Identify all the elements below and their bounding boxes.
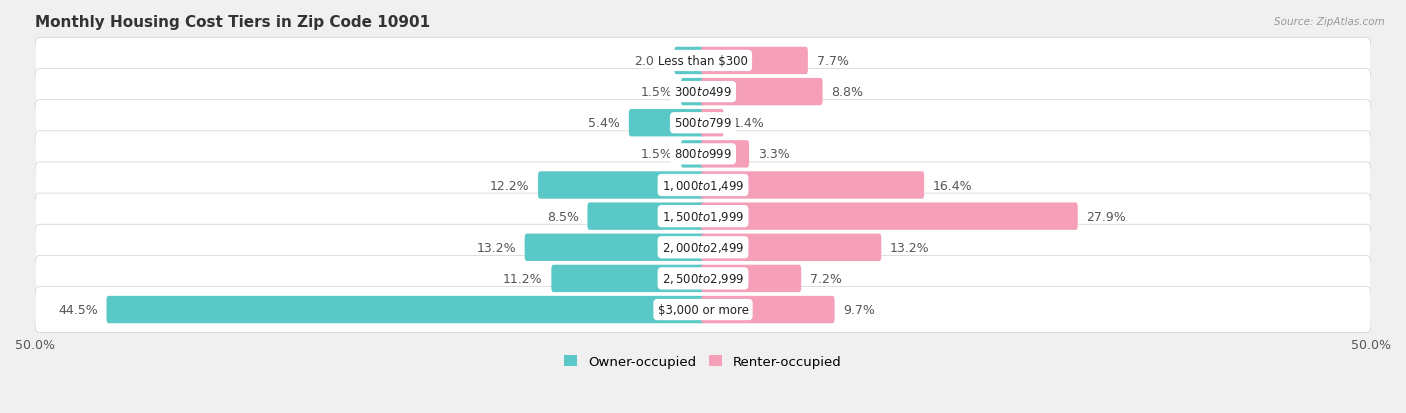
Text: 12.2%: 12.2% xyxy=(489,179,529,192)
Text: 9.7%: 9.7% xyxy=(844,303,875,316)
Text: 7.7%: 7.7% xyxy=(817,55,849,68)
Text: 11.2%: 11.2% xyxy=(503,272,543,285)
Text: 1.5%: 1.5% xyxy=(640,148,672,161)
Text: 1.4%: 1.4% xyxy=(733,117,763,130)
FancyBboxPatch shape xyxy=(35,131,1371,178)
Text: 8.5%: 8.5% xyxy=(547,210,579,223)
Text: 13.2%: 13.2% xyxy=(477,241,516,254)
FancyBboxPatch shape xyxy=(628,110,704,137)
FancyBboxPatch shape xyxy=(35,225,1371,271)
Text: $1,500 to $1,999: $1,500 to $1,999 xyxy=(662,210,744,223)
FancyBboxPatch shape xyxy=(35,256,1371,302)
FancyBboxPatch shape xyxy=(35,100,1371,147)
FancyBboxPatch shape xyxy=(538,172,704,199)
Text: 7.2%: 7.2% xyxy=(810,272,842,285)
Text: Less than $300: Less than $300 xyxy=(658,55,748,68)
FancyBboxPatch shape xyxy=(702,234,882,261)
FancyBboxPatch shape xyxy=(702,47,808,75)
FancyBboxPatch shape xyxy=(35,69,1371,115)
Text: $3,000 or more: $3,000 or more xyxy=(658,303,748,316)
Text: 5.4%: 5.4% xyxy=(588,117,620,130)
Legend: Owner-occupied, Renter-occupied: Owner-occupied, Renter-occupied xyxy=(560,350,846,374)
Text: 1.5%: 1.5% xyxy=(640,86,672,99)
Text: 13.2%: 13.2% xyxy=(890,241,929,254)
FancyBboxPatch shape xyxy=(702,265,801,292)
FancyBboxPatch shape xyxy=(702,79,823,106)
Text: 27.9%: 27.9% xyxy=(1087,210,1126,223)
FancyBboxPatch shape xyxy=(35,287,1371,333)
FancyBboxPatch shape xyxy=(35,194,1371,240)
FancyBboxPatch shape xyxy=(551,265,704,292)
FancyBboxPatch shape xyxy=(681,141,704,168)
FancyBboxPatch shape xyxy=(702,203,1078,230)
FancyBboxPatch shape xyxy=(702,141,749,168)
FancyBboxPatch shape xyxy=(35,163,1371,209)
FancyBboxPatch shape xyxy=(524,234,704,261)
Text: $300 to $499: $300 to $499 xyxy=(673,86,733,99)
FancyBboxPatch shape xyxy=(702,296,835,323)
Text: $2,000 to $2,499: $2,000 to $2,499 xyxy=(662,241,744,255)
FancyBboxPatch shape xyxy=(107,296,704,323)
FancyBboxPatch shape xyxy=(702,110,724,137)
Text: $1,000 to $1,499: $1,000 to $1,499 xyxy=(662,178,744,192)
FancyBboxPatch shape xyxy=(35,38,1371,84)
Text: 2.0%: 2.0% xyxy=(634,55,665,68)
FancyBboxPatch shape xyxy=(702,172,924,199)
Text: 16.4%: 16.4% xyxy=(932,179,973,192)
Text: 44.5%: 44.5% xyxy=(58,303,98,316)
Text: 8.8%: 8.8% xyxy=(831,86,863,99)
Text: $2,500 to $2,999: $2,500 to $2,999 xyxy=(662,272,744,286)
Text: Monthly Housing Cost Tiers in Zip Code 10901: Monthly Housing Cost Tiers in Zip Code 1… xyxy=(35,15,430,30)
Text: 3.3%: 3.3% xyxy=(758,148,790,161)
FancyBboxPatch shape xyxy=(675,47,704,75)
Text: $800 to $999: $800 to $999 xyxy=(673,148,733,161)
Text: $500 to $799: $500 to $799 xyxy=(673,117,733,130)
FancyBboxPatch shape xyxy=(681,79,704,106)
FancyBboxPatch shape xyxy=(588,203,704,230)
Text: Source: ZipAtlas.com: Source: ZipAtlas.com xyxy=(1274,17,1385,26)
